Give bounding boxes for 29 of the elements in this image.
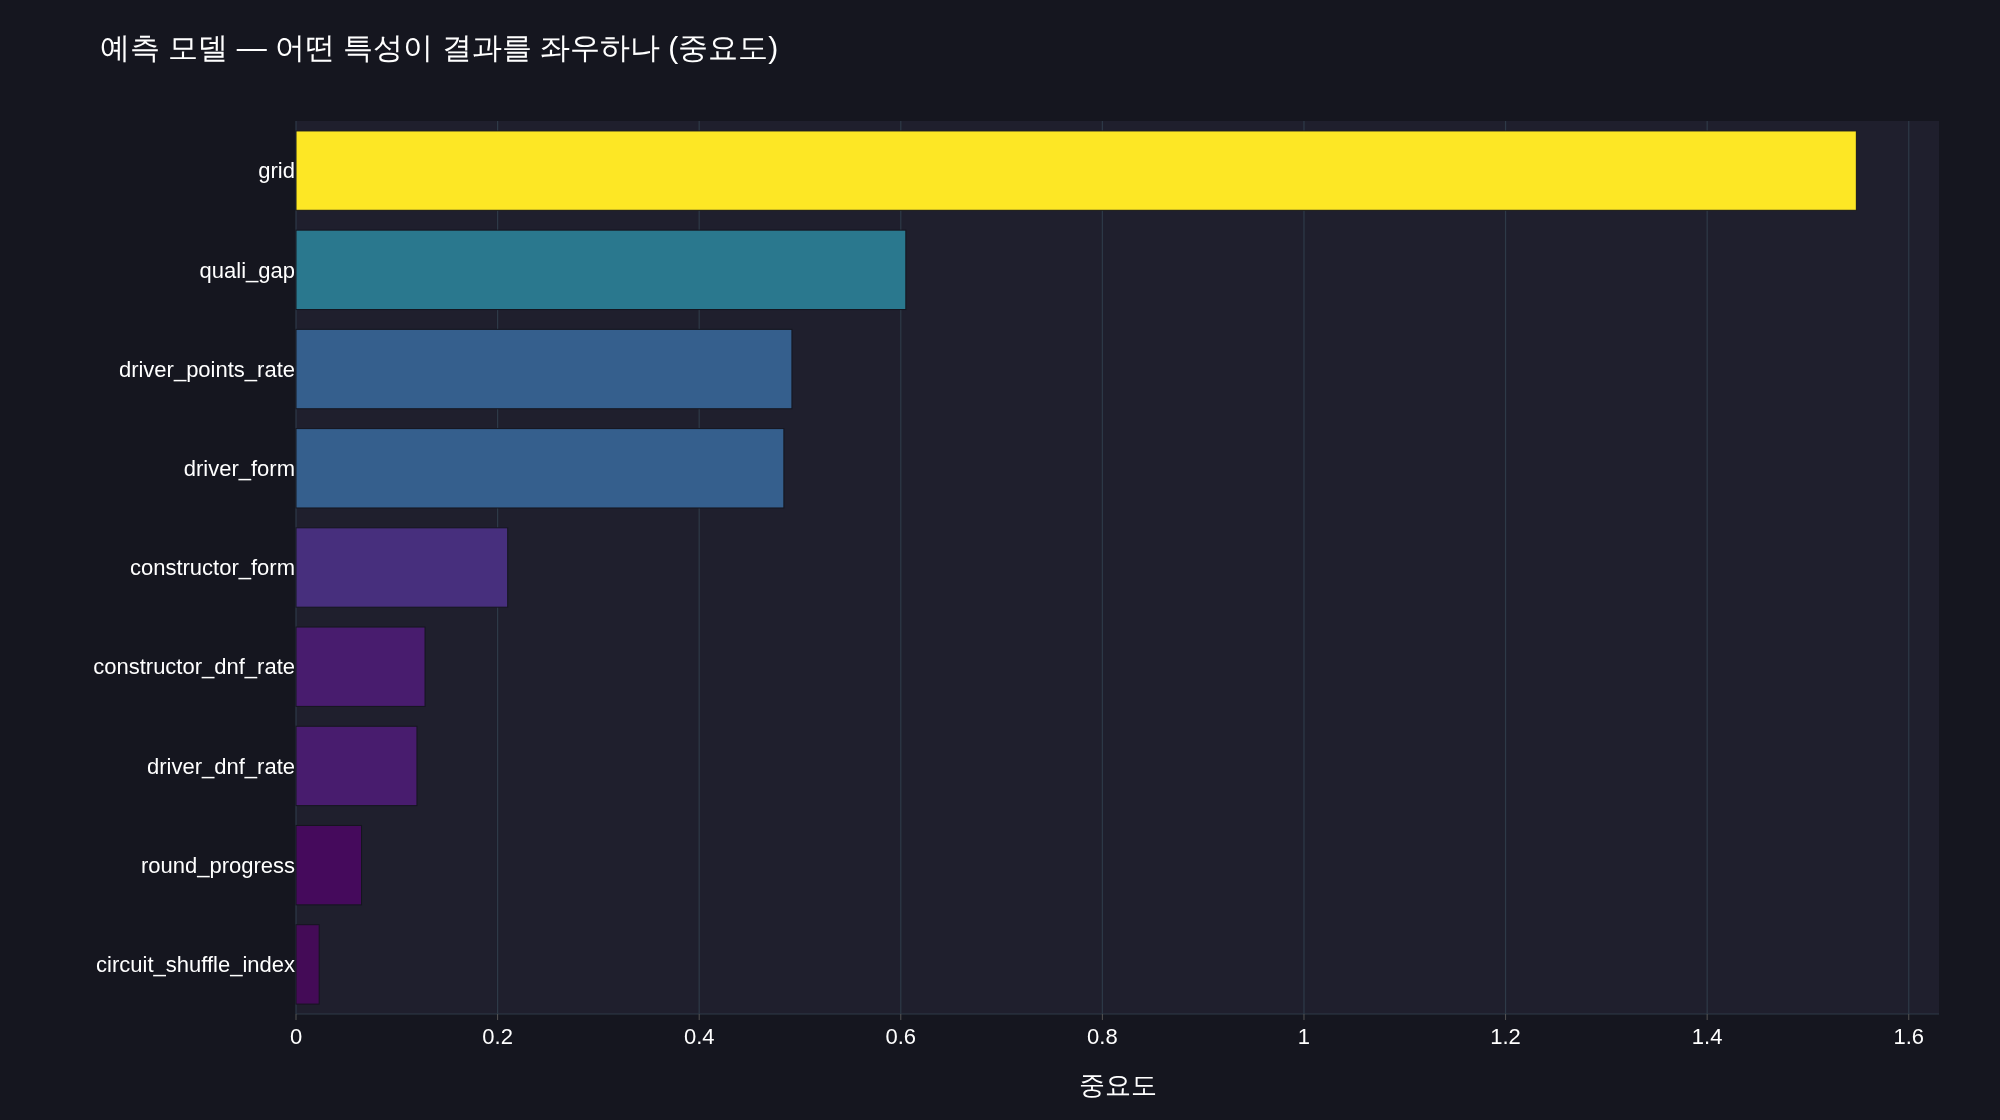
x-tick-label: 1 <box>1297 1024 1311 1049</box>
x-tick-label: 1.2 <box>1490 1024 1521 1049</box>
x-tick-label: 0 <box>289 1024 303 1049</box>
y-tick-label: round_progress <box>140 852 295 878</box>
x-tick-label: 0.8 <box>1087 1024 1118 1049</box>
x-tick-label: 0.4 <box>683 1024 715 1049</box>
y-tick-label: quali_gap <box>199 257 295 283</box>
y-tick-label: driver_form <box>183 455 295 481</box>
bar <box>295 328 793 410</box>
bar <box>295 229 907 311</box>
x-tick-label: 1.6 <box>1893 1024 1925 1049</box>
x-tick-label: 0.6 <box>885 1024 917 1049</box>
bar <box>295 428 785 509</box>
y-tick-label: circuit_shuffle_index <box>96 952 295 978</box>
bar <box>295 130 1857 211</box>
bar <box>295 824 363 906</box>
bar <box>295 924 320 1005</box>
y-tick-label: constructor_form <box>129 555 295 581</box>
y-tick-label: grid <box>258 158 295 184</box>
x-tick-label: 1.4 <box>1691 1024 1723 1049</box>
y-tick-label: driver_points_rate <box>118 356 295 382</box>
bar <box>295 626 426 707</box>
y-tick-label: driver_dnf_rate <box>147 753 295 779</box>
x-tick-label: 0.2 <box>482 1024 513 1049</box>
chart-title: 예측 모델 — 어떤 특성이 결과를 좌우하나 (중요도) <box>100 31 779 64</box>
x-axis-title: 중요도 <box>1078 1070 1157 1100</box>
bar <box>295 725 418 807</box>
bar <box>295 527 509 608</box>
y-tick-label: constructor_dnf_rate <box>93 654 295 680</box>
